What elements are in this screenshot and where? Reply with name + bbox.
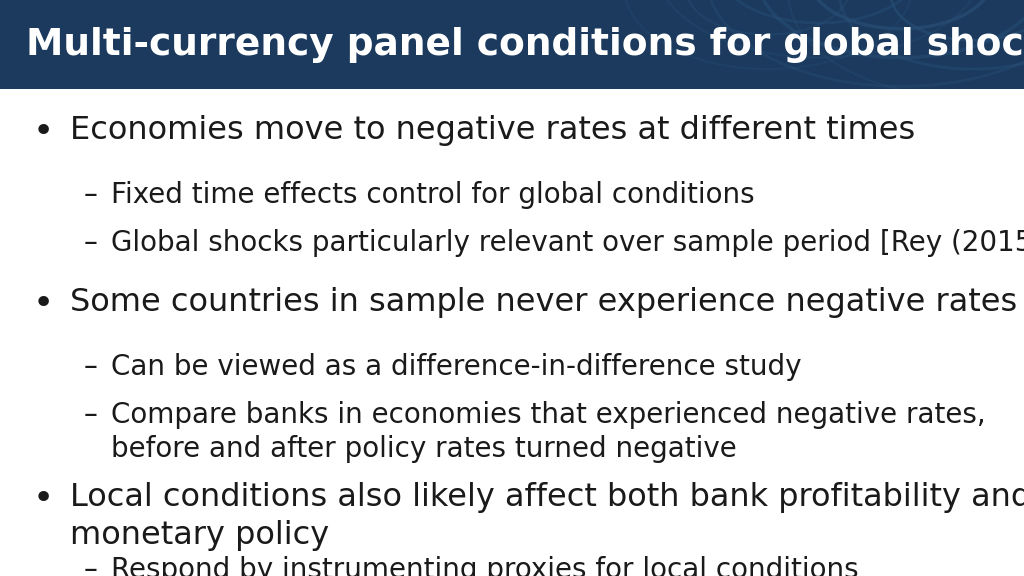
Text: Multi-currency panel conditions for global shocks: Multi-currency panel conditions for glob… bbox=[26, 26, 1024, 63]
Text: Fixed time effects control for global conditions: Fixed time effects control for global co… bbox=[111, 181, 755, 210]
Text: –: – bbox=[84, 229, 98, 257]
Text: •: • bbox=[33, 115, 54, 149]
Text: Respond by instrumenting proxies for local conditions: Respond by instrumenting proxies for loc… bbox=[111, 556, 858, 576]
Text: Can be viewed as a difference-in-difference study: Can be viewed as a difference-in-differe… bbox=[111, 353, 801, 381]
Text: –: – bbox=[84, 401, 98, 429]
Text: –: – bbox=[84, 181, 98, 210]
Text: –: – bbox=[84, 556, 98, 576]
Text: •: • bbox=[33, 482, 54, 516]
Text: Local conditions also likely affect both bank profitability and
monetary policy: Local conditions also likely affect both… bbox=[70, 482, 1024, 551]
Text: Economies move to negative rates at different times: Economies move to negative rates at diff… bbox=[70, 115, 914, 146]
Text: Global shocks particularly relevant over sample period [Rey (2015)]: Global shocks particularly relevant over… bbox=[111, 229, 1024, 257]
Text: •: • bbox=[33, 287, 54, 321]
Text: Compare banks in economies that experienced negative rates,
before and after pol: Compare banks in economies that experien… bbox=[111, 401, 985, 464]
Bar bbox=[0, 0, 1024, 89]
Text: Some countries in sample never experience negative rates: Some countries in sample never experienc… bbox=[70, 287, 1017, 318]
Text: –: – bbox=[84, 353, 98, 381]
